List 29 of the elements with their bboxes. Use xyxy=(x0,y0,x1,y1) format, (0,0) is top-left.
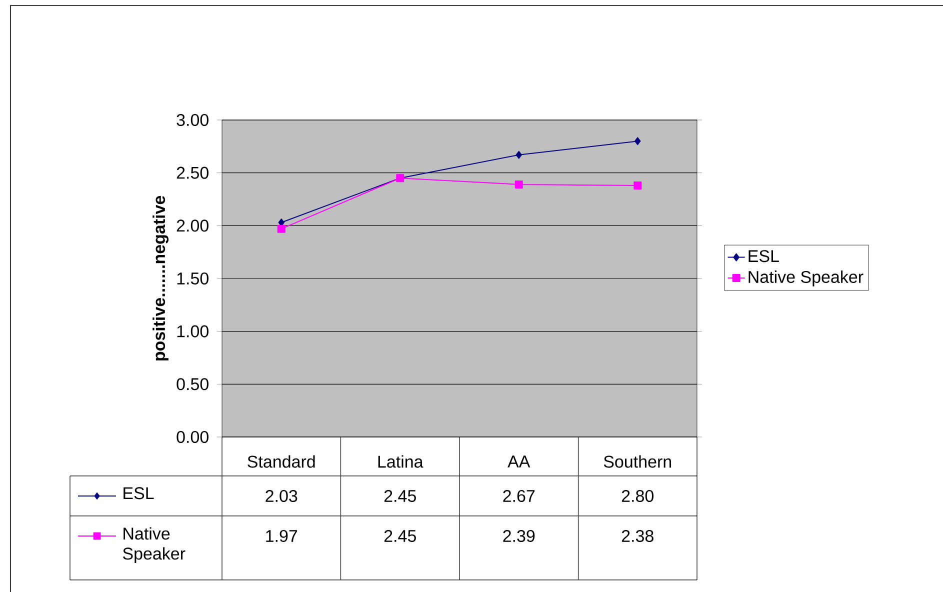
data-label: 2.45 xyxy=(384,530,416,542)
data-label: 2.67 xyxy=(503,490,535,502)
y-tick-label: 3.00 xyxy=(176,114,208,126)
y-tick-label: 0.50 xyxy=(176,378,208,390)
data-label: 2.80 xyxy=(622,490,654,502)
data-label: 1.97 xyxy=(266,530,298,542)
x-tick-label: Latina xyxy=(378,455,424,468)
point xyxy=(634,137,641,146)
y-axis-title: positive.......negative xyxy=(152,196,169,361)
text: Native Speaker xyxy=(122,527,186,564)
legend-label: ESL xyxy=(748,250,779,262)
data-label: 2.39 xyxy=(503,530,535,542)
data-label: 2.38 xyxy=(622,530,654,542)
point xyxy=(514,180,523,188)
data-label: 2.45 xyxy=(384,490,416,502)
y-tick-label: 1.50 xyxy=(177,272,208,285)
x-tick-label: Standard xyxy=(248,455,315,468)
y-tick-label: 2.50 xyxy=(176,166,208,179)
y-tick-label: 0.00 xyxy=(176,430,208,444)
y-tick-label: 1.00 xyxy=(177,325,208,338)
x-tick-label: AA xyxy=(508,456,530,468)
point xyxy=(516,150,522,159)
point xyxy=(634,182,642,190)
y-tick-label: 2.00 xyxy=(176,220,208,232)
data-label: 2.03 xyxy=(266,490,298,502)
point xyxy=(277,224,286,233)
text: ESL xyxy=(124,487,154,500)
x-tick-label: Southern xyxy=(604,455,671,468)
legend-label: Native Speaker xyxy=(748,270,864,286)
